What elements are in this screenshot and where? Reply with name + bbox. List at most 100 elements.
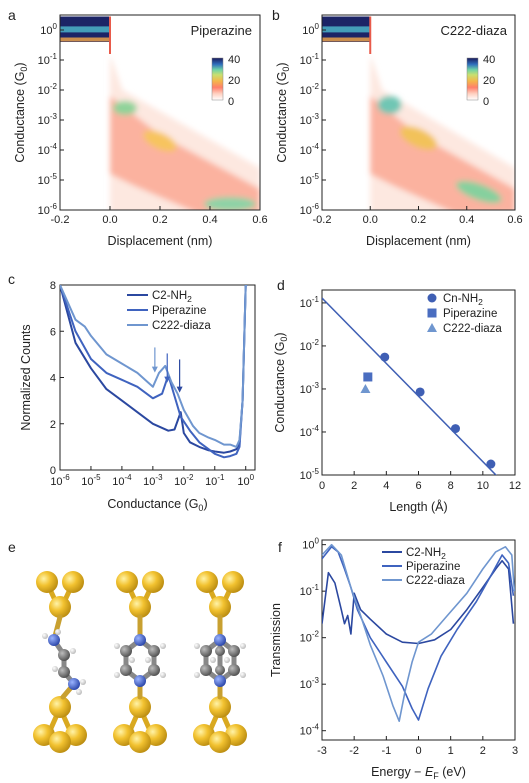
hydrogen-atom (240, 643, 246, 649)
tick-base: 10 (300, 298, 312, 310)
legend-label: C2-NH2 (406, 547, 446, 561)
y-tick-label: 10-1 (300, 52, 320, 67)
x-tick-label: 0.4 (202, 214, 217, 226)
panel-label-c: c (8, 271, 15, 287)
hydrogen-atom (42, 633, 48, 639)
hydrogen-atom (160, 672, 166, 678)
tick-exponent: -1 (50, 52, 58, 61)
y-tick-label: 10-2 (300, 630, 320, 645)
heatmap-image (322, 15, 515, 210)
tick-base: 10 (300, 341, 312, 353)
tick-base: 10 (300, 115, 312, 127)
y-tick-label: 100 (302, 537, 319, 552)
x-tick-label: 2 (480, 745, 486, 757)
legend-label: C222-diaza (406, 575, 465, 587)
tick-exponent: 0 (315, 22, 320, 31)
hydrogen-atom (52, 666, 58, 672)
tick-base: 10 (300, 384, 312, 396)
y-tick-label: 10-5 (38, 172, 58, 187)
gold-atom (209, 731, 231, 753)
legend-subscript: 2 (187, 294, 192, 304)
legend-subscript: 2 (478, 297, 483, 307)
label-subscript: F (433, 771, 439, 781)
tick-exponent: -1 (217, 473, 225, 482)
legend-marker (427, 293, 437, 303)
tick-base: 10 (38, 145, 50, 157)
gold-atom (62, 571, 84, 593)
tick-base: 10 (300, 726, 312, 738)
density-band (370, 96, 515, 210)
carbon-atom (215, 665, 225, 675)
tick-base: 10 (38, 85, 50, 97)
tick-base: 10 (300, 679, 312, 691)
carbon-atom (120, 664, 132, 676)
colorbar-tick-label: 0 (228, 96, 234, 108)
tick-exponent: -6 (312, 202, 320, 211)
tick-base: 10 (143, 476, 155, 488)
x-tick-label: 6 (415, 480, 421, 492)
panel-label-b: b (272, 7, 280, 23)
carbon-atom (228, 664, 240, 676)
x-tick-label: 10 (477, 480, 489, 492)
y-axis-label: Transmission (269, 603, 283, 677)
plot-area (322, 297, 497, 475)
tick-base: 10 (38, 205, 50, 217)
tick-base: 10 (237, 476, 249, 488)
y-tick-label: 0 (50, 465, 56, 477)
gold-atom (142, 571, 164, 593)
tick-exponent: -6 (50, 202, 58, 211)
label-tail: ) (275, 62, 289, 66)
x-tick-label: 100 (237, 473, 254, 488)
y-tick-label: 8 (50, 280, 56, 292)
legend-text: Cn-NH (443, 293, 478, 305)
tick-exponent: 0 (315, 537, 320, 546)
series-line-1 (322, 545, 515, 721)
tick-base: 10 (205, 476, 217, 488)
hydrogen-atom (114, 672, 120, 678)
x-tick-label: 0 (319, 480, 325, 492)
data-point-circle (486, 459, 496, 469)
label-tail: ) (13, 62, 27, 66)
legend-marker (427, 308, 437, 318)
data-point-circle (415, 387, 425, 397)
legend-text: C2-NH (152, 290, 187, 302)
tick-exponent: -3 (312, 381, 320, 390)
x-tick-label: 1 (448, 745, 454, 757)
x-axis-label: Displacement (nm) (366, 234, 471, 248)
label-tail: (eV) (439, 765, 466, 779)
plateau-tail (143, 130, 177, 152)
molecular-plateau (377, 96, 402, 114)
tick-exponent: -4 (312, 142, 320, 151)
label-tail: ) (203, 497, 207, 511)
y-tick-label: 10-4 (38, 142, 58, 157)
label-subscript: 0 (279, 337, 289, 342)
carbon-atom (120, 645, 132, 657)
colorbar-tick-label: 40 (228, 54, 240, 66)
label-main: Energy − (371, 765, 425, 779)
tick-base: 10 (302, 540, 314, 552)
nitrogen-atom (134, 675, 146, 687)
gold-atom (129, 696, 151, 718)
tick-base: 10 (300, 55, 312, 67)
hydrogen-atom (76, 689, 82, 695)
y-tick-label: 10-1 (300, 295, 320, 310)
label-main: Normalized Counts (19, 324, 33, 430)
nitrogen-atom (214, 634, 226, 646)
tick-base: 10 (174, 476, 186, 488)
label-tail: ) (273, 332, 287, 336)
x-tick-label: 10-4 (112, 473, 132, 488)
x-tick-label: 0.4 (459, 214, 474, 226)
plateau-tail (399, 126, 438, 150)
tick-exponent: -3 (312, 112, 320, 121)
x-tick-label: 0.0 (102, 214, 117, 226)
hydrogen-atom (160, 643, 166, 649)
nitrogen-atom (48, 634, 60, 646)
nitrogen-atom (214, 675, 226, 687)
y-tick-label: 10-2 (300, 82, 320, 97)
carbon-atom (58, 666, 70, 678)
x-tick-label: 0.2 (152, 214, 167, 226)
